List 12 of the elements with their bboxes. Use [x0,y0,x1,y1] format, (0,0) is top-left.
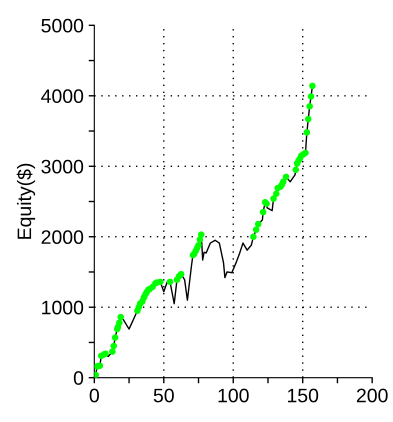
y-tick-label: 3000 [41,160,84,174]
x-tick-label: 0 [90,388,99,402]
x-tick-label: 50 [154,388,174,402]
y-tick-label: 5000 [41,18,84,33]
x-tick-label: 150 [288,388,318,402]
y-tick-label: 1000 [42,300,84,314]
x-tick-label: 100 [218,388,249,402]
y-tick-label: 2000 [42,230,84,244]
x-tick-label: 200 [356,388,388,402]
y-axis-title: Equity($) [16,164,36,239]
y-tick-label: 0 [74,371,84,385]
y-tick-label: 4000 [41,89,84,104]
